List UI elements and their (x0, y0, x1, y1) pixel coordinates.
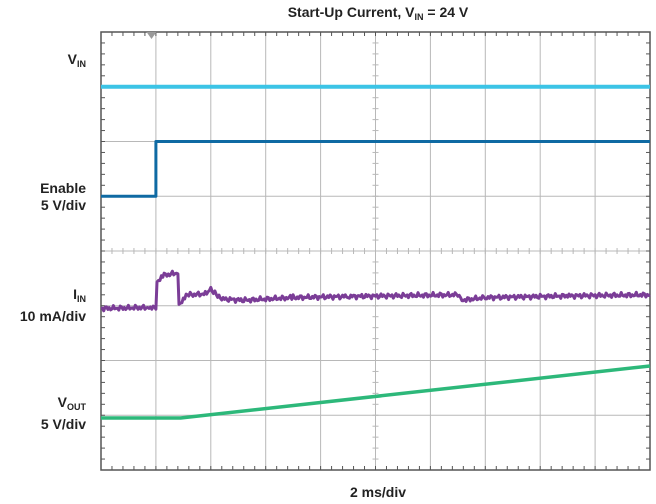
chart-title: Start-Up Current, VIN = 24 V (287, 4, 469, 22)
x-axis-label: 2 ms/div (349, 484, 407, 500)
plot-frame (100, 31, 651, 471)
iin-label: IIN 10 mA/div (19, 286, 86, 324)
vin-label: VIN (67, 51, 86, 69)
trigger-marker (146, 32, 157, 39)
enable-label: Enable 5 V/div (40, 180, 86, 213)
series-iin-line (100, 269, 651, 313)
vout-scale: 5 V/div (40, 416, 86, 432)
enable-scale: 5 V/div (40, 197, 86, 213)
vout-label: VOUT 5 V/div (40, 394, 86, 432)
series-enable-line (101, 140, 650, 198)
series-vout-line (101, 364, 651, 420)
iin-scale: 10 mA/div (19, 308, 86, 324)
